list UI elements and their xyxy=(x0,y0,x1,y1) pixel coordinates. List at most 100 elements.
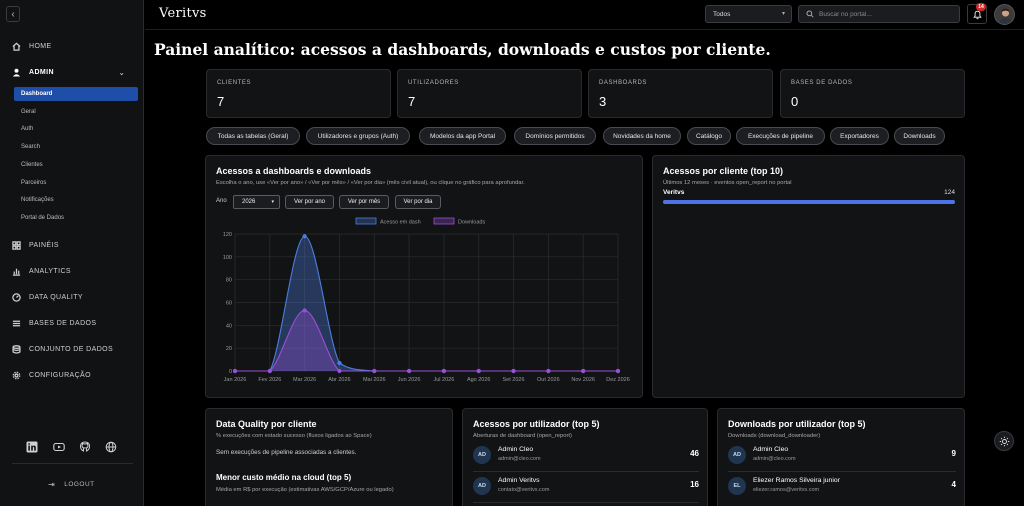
chip-modelos-app-portal[interactable]: Modelos da app Portal xyxy=(419,127,506,145)
sidebar-divider xyxy=(12,463,133,464)
download-count: 9 xyxy=(951,449,956,458)
user-name: Eliezer Ramos Silveira junior xyxy=(753,477,840,484)
chevron-down-icon: ▾ xyxy=(781,11,785,17)
chip-catalogo[interactable]: Catálogo xyxy=(687,127,731,145)
sidebar-item-configuracao[interactable]: CONFIGURAÇÃO xyxy=(12,371,137,380)
access-chart-card: Acessos a dashboards e downloads Escolha… xyxy=(205,155,643,398)
stat-value: 0 xyxy=(791,94,799,109)
access-line-chart[interactable]: 0 20 40 60 80 100 120 Jan 2026 Fev 2026 Mar 2026 A… xyxy=(206,214,643,394)
admin-sub-search[interactable]: Search xyxy=(21,144,41,150)
sidebar-item-admin[interactable]: ADMIN ⌄ xyxy=(12,68,137,77)
user-name: Admin Cleo xyxy=(753,446,789,453)
stat-card-bases-de-dados: BASES DE DADOS 0 xyxy=(780,69,965,118)
client-bar-fill xyxy=(663,200,955,204)
stat-label: CLIENTES xyxy=(217,80,252,86)
search-input[interactable]: Buscar no portal... xyxy=(798,5,960,23)
data-quality-card: Data Quality por cliente % execuções com… xyxy=(205,408,453,506)
row-divider xyxy=(473,471,699,472)
admin-sub-clientes[interactable]: Clientes xyxy=(21,162,43,168)
y-tick-label: 20 xyxy=(226,346,232,352)
search-icon xyxy=(806,10,814,18)
series-point-1 xyxy=(441,368,447,374)
sidebar-item-data-quality[interactable]: DATA QUALITY xyxy=(12,293,137,302)
sidebar-item-paineis[interactable]: PAINÉIS xyxy=(12,241,137,250)
user-row[interactable]: AD Admin Cleo admin@cleo.com 46 xyxy=(473,443,699,472)
collapse-sidebar-button[interactable]: ‹ xyxy=(6,6,20,22)
download-row[interactable]: AD Admin Cleo admin@cleo.com 9 xyxy=(728,443,956,472)
view-by-year-button[interactable]: Ver por ano xyxy=(285,195,334,209)
chevron-down-icon: ▾ xyxy=(271,199,274,205)
sidebar: ‹ HOME ADMIN ⌄ Dashboard Geral Auth Sear… xyxy=(0,0,144,506)
chip-utilizadores-e-grupos[interactable]: Utilizadores e grupos (Auth) xyxy=(306,127,410,145)
card-title: Downloads por utilizador (top 5) xyxy=(728,419,866,429)
page-title: Painel analítico: acessos a dashboards, … xyxy=(154,40,771,59)
view-by-day-button[interactable]: Ver por dia xyxy=(395,195,441,209)
series-point-1 xyxy=(511,368,516,374)
client-bar-track xyxy=(663,200,955,204)
y-tick-label: 60 xyxy=(226,301,232,307)
admin-sub-geral[interactable]: Geral xyxy=(21,109,36,115)
theme-toggle-button[interactable] xyxy=(994,431,1014,451)
year-label: Ano xyxy=(216,198,227,204)
series-point-1 xyxy=(302,308,307,313)
globe-icon[interactable] xyxy=(105,440,117,453)
y-tick-label: 120 xyxy=(223,232,232,238)
admin-sub-dashboard[interactable]: Dashboard xyxy=(14,87,138,101)
user-avatar[interactable] xyxy=(994,4,1015,25)
client-value: 124 xyxy=(944,189,955,196)
user-name: Admin Veritvs xyxy=(498,477,540,484)
list-icon xyxy=(12,319,21,328)
download-row[interactable]: EL Eliezer Ramos Silveira junior eliezer… xyxy=(728,474,956,500)
chevron-down-icon: ⌄ xyxy=(118,69,125,77)
client-row[interactable]: Veritvs 124 xyxy=(663,188,955,206)
chip-execucoes-de-pipeline[interactable]: Execuções de pipeline xyxy=(736,127,825,145)
series-point-1 xyxy=(581,368,586,374)
x-tick-label: Dez 2026 xyxy=(606,377,630,383)
x-tick-label: Mar 2026 xyxy=(293,377,316,383)
youtube-icon[interactable] xyxy=(53,440,65,452)
year-select[interactable]: 2026 ▾ xyxy=(233,195,280,209)
series-point-1 xyxy=(337,368,342,374)
chip-dominios-permitidos[interactable]: Domínios permitidos xyxy=(514,127,596,145)
sidebar-item-analytics[interactable]: ANALYTICS xyxy=(12,267,137,276)
stat-label: BASES DE DADOS xyxy=(791,80,853,86)
sidebar-item-conjunto-de-dados[interactable]: CONJUNTO DE DADOS xyxy=(12,345,137,354)
stat-value: 7 xyxy=(217,94,225,109)
logout-button[interactable]: ⇥ LOGOUT xyxy=(48,480,95,489)
grid-icon xyxy=(12,241,21,250)
card-subtitle: % execuções com estado sucesso (fluxos l… xyxy=(216,433,372,439)
legend-label-0: Acesso em dash xyxy=(380,220,421,226)
admin-sub-auth[interactable]: Auth xyxy=(21,126,34,132)
brand-logo[interactable]: Veritvs xyxy=(159,6,207,21)
x-tick-label: Out 2026 xyxy=(537,377,560,383)
github-icon[interactable] xyxy=(79,440,91,452)
chip-downloads[interactable]: Downloads xyxy=(894,127,945,145)
card-title: Acessos a dashboards e downloads xyxy=(216,166,372,176)
user-email: admin@cleo.com xyxy=(753,456,796,462)
stat-value: 7 xyxy=(408,94,416,109)
chip-todas-as-tabelas[interactable]: Todas as tabelas (Geral) xyxy=(206,127,300,145)
logout-icon: ⇥ xyxy=(48,480,56,489)
gauge-icon xyxy=(12,293,21,302)
sidebar-item-bases-de-dados[interactable]: BASES DE DADOS xyxy=(12,319,137,328)
x-tick-label: Jun 2026 xyxy=(398,377,421,383)
card-title: Data Quality por cliente xyxy=(216,419,317,429)
client-filter-select[interactable]: Todos ▾ xyxy=(705,5,792,23)
user-avatar-initials: AD xyxy=(473,446,491,464)
view-by-month-button[interactable]: Ver por mês xyxy=(339,195,389,209)
section-title: Menor custo médio na cloud (top 5) xyxy=(216,473,352,482)
x-tick-label: Ago 2026 xyxy=(467,377,491,383)
chip-novidades-da-home[interactable]: Novidades da home xyxy=(603,127,681,145)
x-tick-label: Abr 2026 xyxy=(328,377,350,383)
admin-sub-notificacoes[interactable]: Notificações xyxy=(21,197,54,203)
sidebar-item-home[interactable]: HOME xyxy=(12,42,137,51)
linkedin-icon[interactable] xyxy=(26,440,38,453)
row-divider xyxy=(473,502,699,503)
user-access-card: Acessos por utilizador (top 5) Aberturas… xyxy=(462,408,708,506)
admin-sub-portal-de-dados[interactable]: Portal de Dados xyxy=(21,215,65,221)
user-row[interactable]: AD Admin Veritvs contato@veritvs.com 16 xyxy=(473,474,699,503)
chip-exportadores[interactable]: Exportadores xyxy=(830,127,889,145)
admin-sub-parceiros[interactable]: Parceiros xyxy=(21,180,47,186)
client-access-card: Acessos por cliente (top 10) Últimos 12 … xyxy=(652,155,965,398)
